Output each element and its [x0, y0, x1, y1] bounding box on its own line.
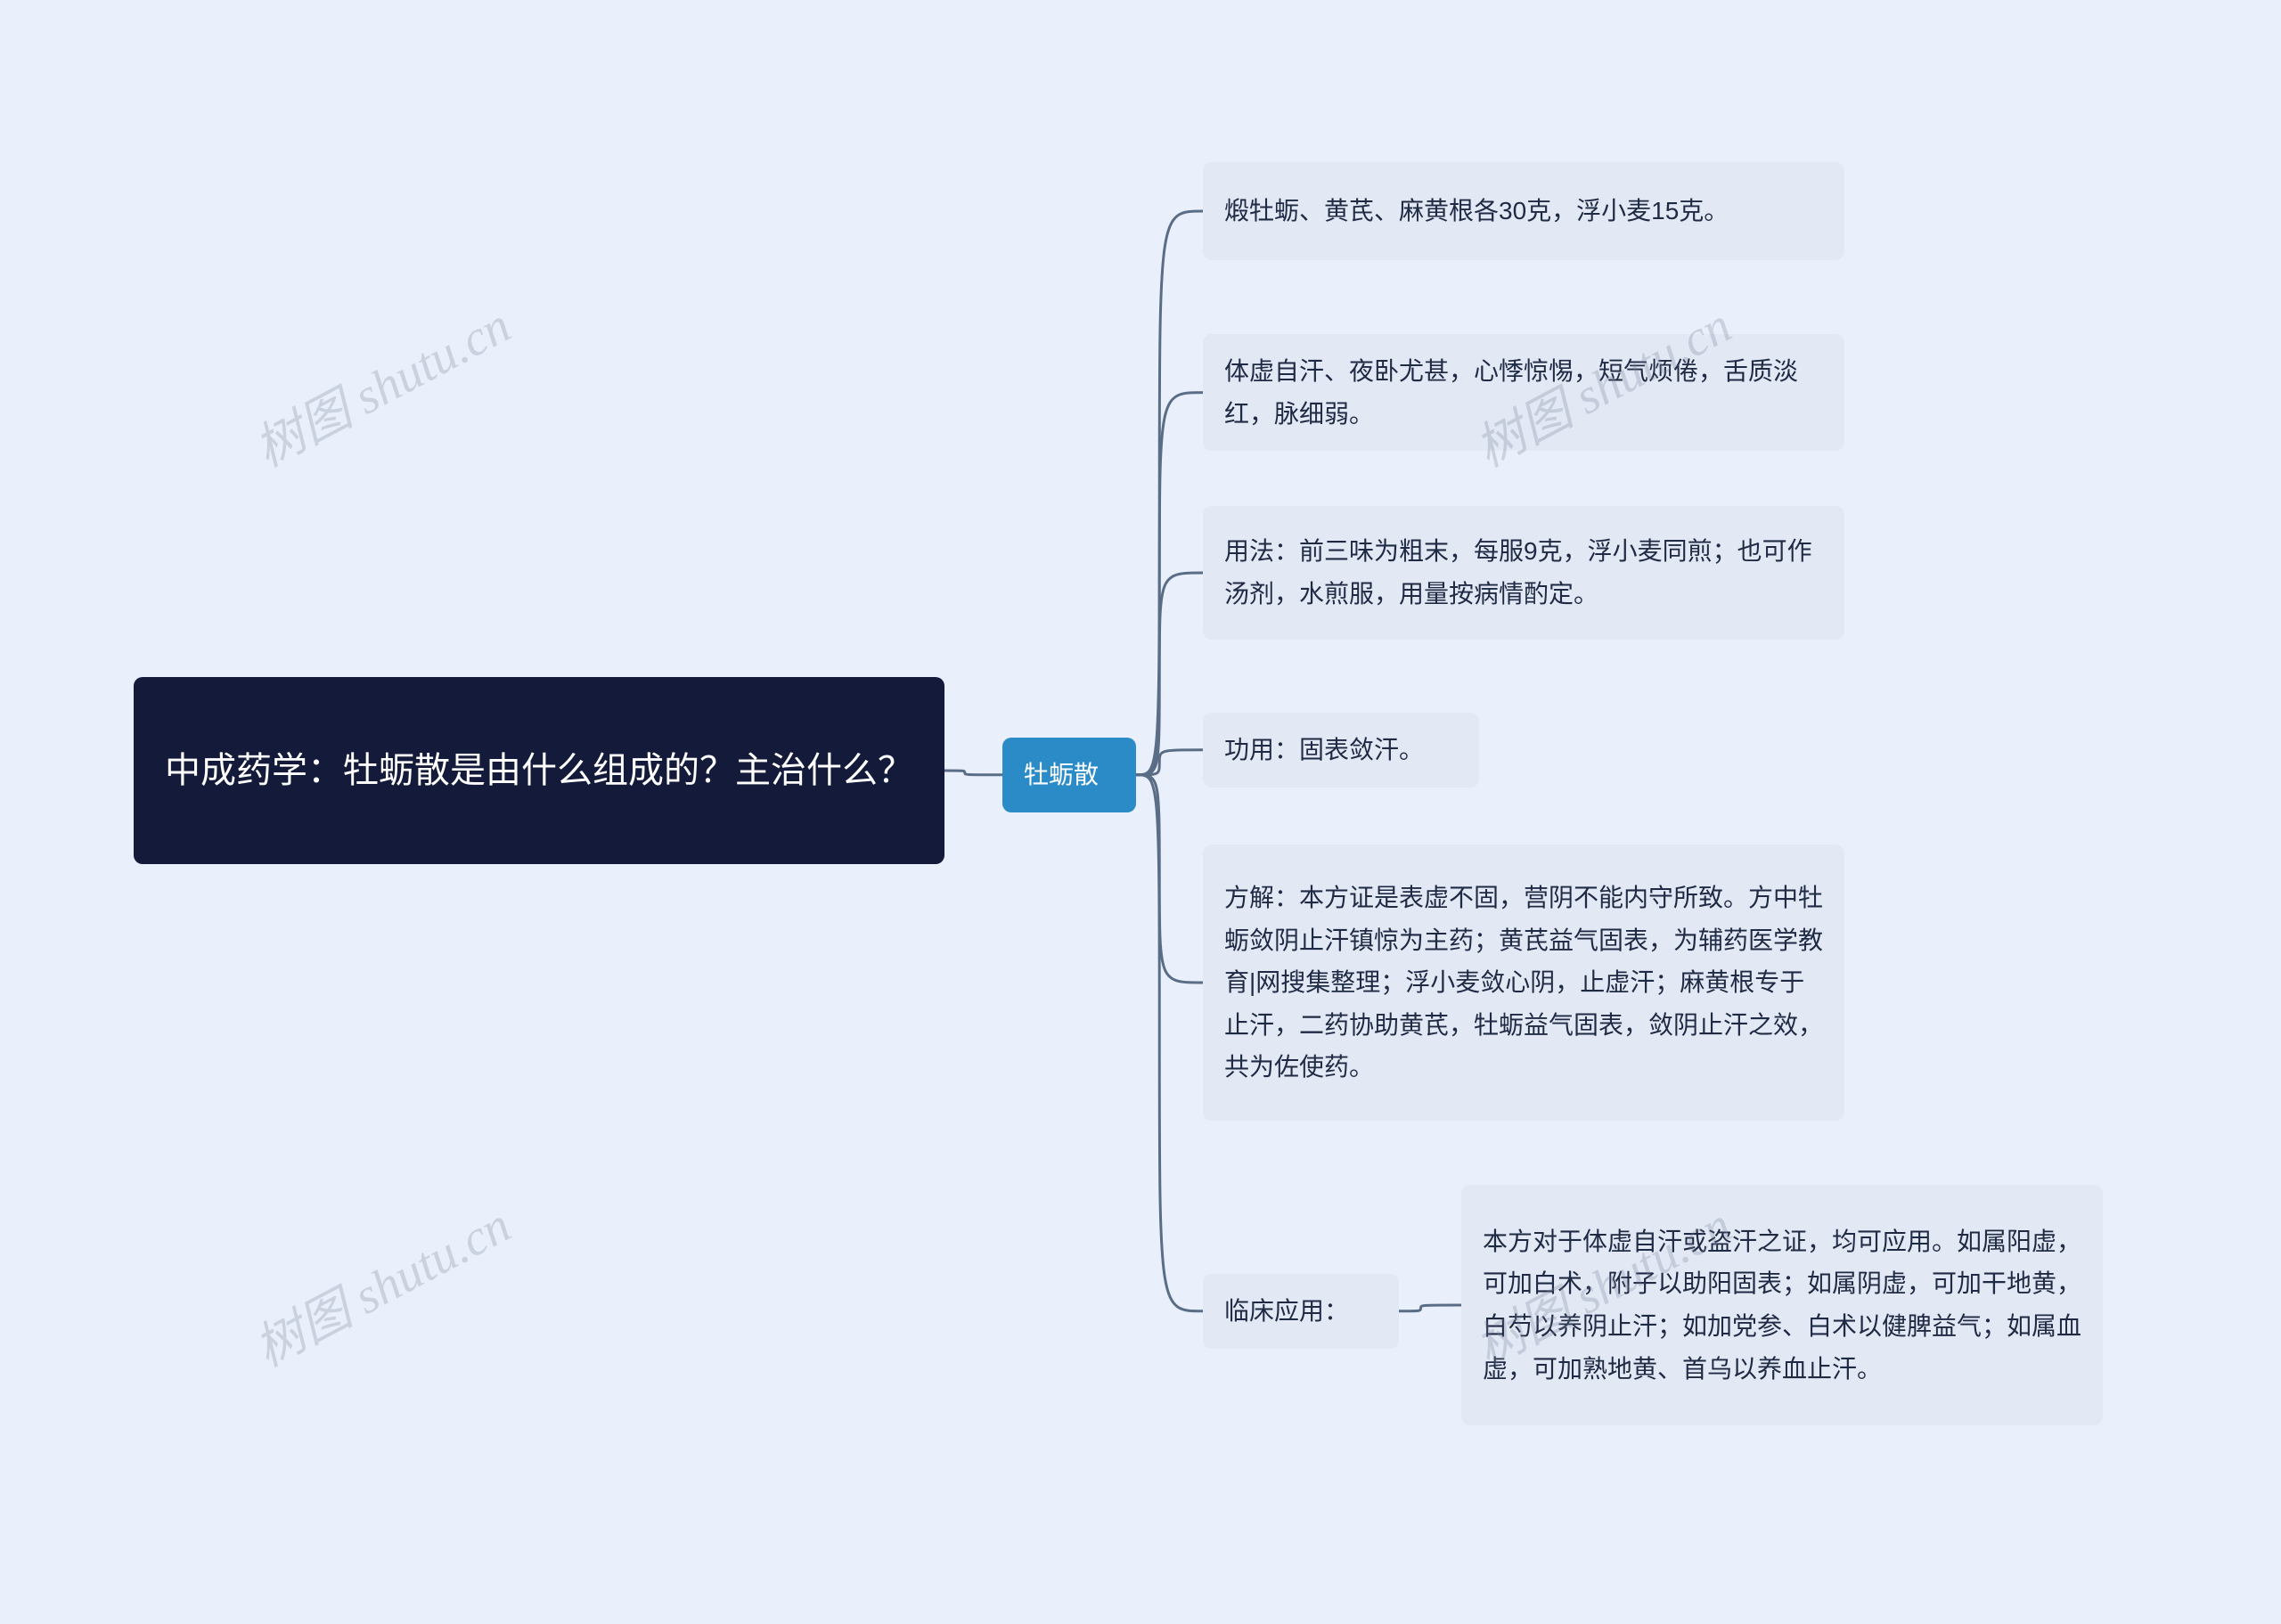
- node-sub-clinical-detail[interactable]: 本方对于体虚自汗或盗汗之证，均可应用。如属阳虚，可加白术，附子以助阳固表；如属阴…: [1461, 1185, 2103, 1425]
- node-text: 方解：本方证是表虚不固，营阴不能内守所致。方中牡蛎敛阴止汗镇惊为主药；黄芪益气固…: [1224, 877, 1823, 1089]
- node-text: 本方对于体虚自汗或盗汗之证，均可应用。如属阳虚，可加白术，附子以助阳固表；如属阴…: [1483, 1220, 2081, 1390]
- watermark: 树图 shutu.cn: [240, 1186, 520, 1381]
- connector: [944, 771, 1002, 775]
- watermark: 树图 shutu.cn: [240, 286, 520, 481]
- node-leaf-usage[interactable]: 用法：前三味为粗末，每服9克，浮小麦同煎；也可作汤剂，水煎服，用量按病情酌定。: [1203, 506, 1844, 640]
- mindmap-canvas: 中成药学：牡蛎散是由什么组成的？主治什么？ 牡蛎散 煅牡蛎、黄芪、麻黄根各30克，浮…: [0, 0, 2281, 1624]
- node-leaf-symptoms[interactable]: 体虚自汗、夜卧尤甚，心悸惊惕，短气烦倦，舌质淡红，脉细弱。: [1203, 334, 1844, 451]
- connector: [1136, 750, 1203, 775]
- node-leaf-function[interactable]: 功用：固表敛汗。: [1203, 713, 1479, 788]
- node-text: 临床应用：: [1224, 1290, 1349, 1333]
- node-text: 功用：固表敛汗。: [1224, 729, 1424, 771]
- connector: [1399, 1305, 1461, 1311]
- node-hub[interactable]: 牡蛎散: [1002, 738, 1136, 812]
- connector: [1136, 573, 1203, 775]
- connector: [1136, 393, 1203, 775]
- node-text: 中成药学：牡蛎散是由什么组成的？主治什么？: [165, 740, 913, 801]
- connector: [1136, 211, 1203, 775]
- connector: [1136, 775, 1203, 1311]
- node-leaf-clinical[interactable]: 临床应用：: [1203, 1274, 1399, 1349]
- connector: [1136, 775, 1203, 983]
- node-leaf-ingredients[interactable]: 煅牡蛎、黄芪、麻黄根各30克，浮小麦15克。: [1203, 162, 1844, 260]
- node-leaf-explain[interactable]: 方解：本方证是表虚不固，营阴不能内守所致。方中牡蛎敛阴止汗镇惊为主药；黄芪益气固…: [1203, 845, 1844, 1121]
- node-root[interactable]: 中成药学：牡蛎散是由什么组成的？主治什么？: [134, 677, 944, 864]
- node-text: 煅牡蛎、黄芪、麻黄根各30克，浮小麦15克。: [1224, 190, 1729, 233]
- node-text: 用法：前三味为粗末，每服9克，浮小麦同煎；也可作汤剂，水煎服，用量按病情酌定。: [1224, 530, 1823, 615]
- node-text: 牡蛎散: [1024, 754, 1099, 796]
- node-text: 体虚自汗、夜卧尤甚，心悸惊惕，短气烦倦，舌质淡红，脉细弱。: [1224, 350, 1823, 435]
